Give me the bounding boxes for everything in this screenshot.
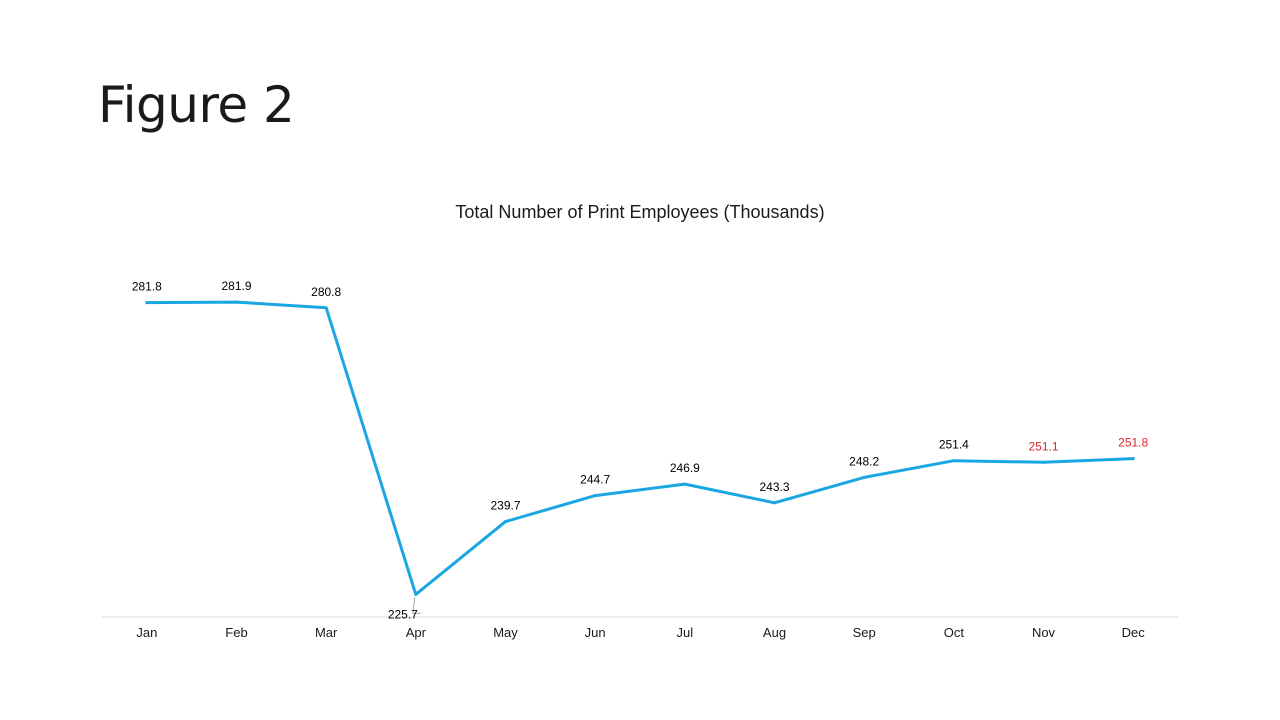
data-label-oct: 251.4 bbox=[939, 438, 969, 452]
data-label-may: 239.7 bbox=[490, 499, 520, 513]
data-point-aug bbox=[773, 501, 776, 505]
data-label-jul: 246.9 bbox=[670, 461, 700, 475]
x-tick-labels: Jan Feb Mar Apr May Jun Jul Aug Sep Oct Nov Dec bbox=[136, 625, 1145, 640]
x-tick-label-jul: Jul bbox=[677, 625, 694, 640]
chart-title: Total Number of Print Employees (Thousan… bbox=[455, 202, 825, 222]
data-label-jun: 244.7 bbox=[580, 473, 610, 487]
data-label-dec: 251.8 bbox=[1118, 436, 1148, 450]
series-lines bbox=[145, 300, 1135, 596]
data-point-sep bbox=[862, 475, 866, 479]
x-tick-label-oct: Oct bbox=[944, 625, 965, 640]
x-tick-label-jun: Jun bbox=[585, 625, 606, 640]
data-label-aug: 243.3 bbox=[759, 480, 789, 494]
data-label-nov: 251.1 bbox=[1028, 439, 1058, 453]
data-point-may bbox=[504, 520, 507, 524]
leader-line-apr bbox=[412, 597, 421, 614]
x-tick-label-nov: Nov bbox=[1032, 625, 1056, 640]
data-label-sep: 248.2 bbox=[849, 454, 879, 468]
x-tick-label-aug: Aug bbox=[763, 625, 786, 640]
data-label-jan: 281.8 bbox=[132, 280, 162, 294]
data-label-feb: 281.9 bbox=[221, 279, 251, 293]
data-points bbox=[145, 300, 1135, 596]
data-point-mar bbox=[324, 306, 328, 310]
data-label-mar: 280.8 bbox=[311, 285, 341, 299]
data-point-jul bbox=[683, 482, 687, 486]
series-line bbox=[145, 300, 1135, 596]
data-point-apr bbox=[414, 592, 418, 596]
x-tick-label-apr: Apr bbox=[406, 625, 427, 640]
x-tick-label-jan: Jan bbox=[136, 625, 157, 640]
data-point-feb bbox=[235, 300, 238, 304]
x-tick-label-mar: Mar bbox=[315, 625, 338, 640]
data-labels: 281.8 281.9 280.8 225.7 239.7 244.7 246.9 243.3… bbox=[132, 279, 1149, 621]
data-point-jun bbox=[593, 494, 597, 498]
x-tick-label-sep: Sep bbox=[853, 625, 876, 640]
leader-lines bbox=[412, 597, 421, 614]
data-point-jan bbox=[145, 301, 149, 305]
data-point-nov bbox=[1042, 460, 1045, 464]
x-tick-label-may: May bbox=[493, 625, 518, 640]
data-point-oct bbox=[952, 459, 956, 463]
data-point-dec bbox=[1131, 457, 1135, 461]
slide-title: Figure 2 bbox=[98, 76, 295, 134]
x-tick-label-dec: Dec bbox=[1122, 625, 1146, 640]
data-label-apr: 225.7 bbox=[388, 607, 418, 621]
x-tick-label-feb: Feb bbox=[225, 625, 247, 640]
